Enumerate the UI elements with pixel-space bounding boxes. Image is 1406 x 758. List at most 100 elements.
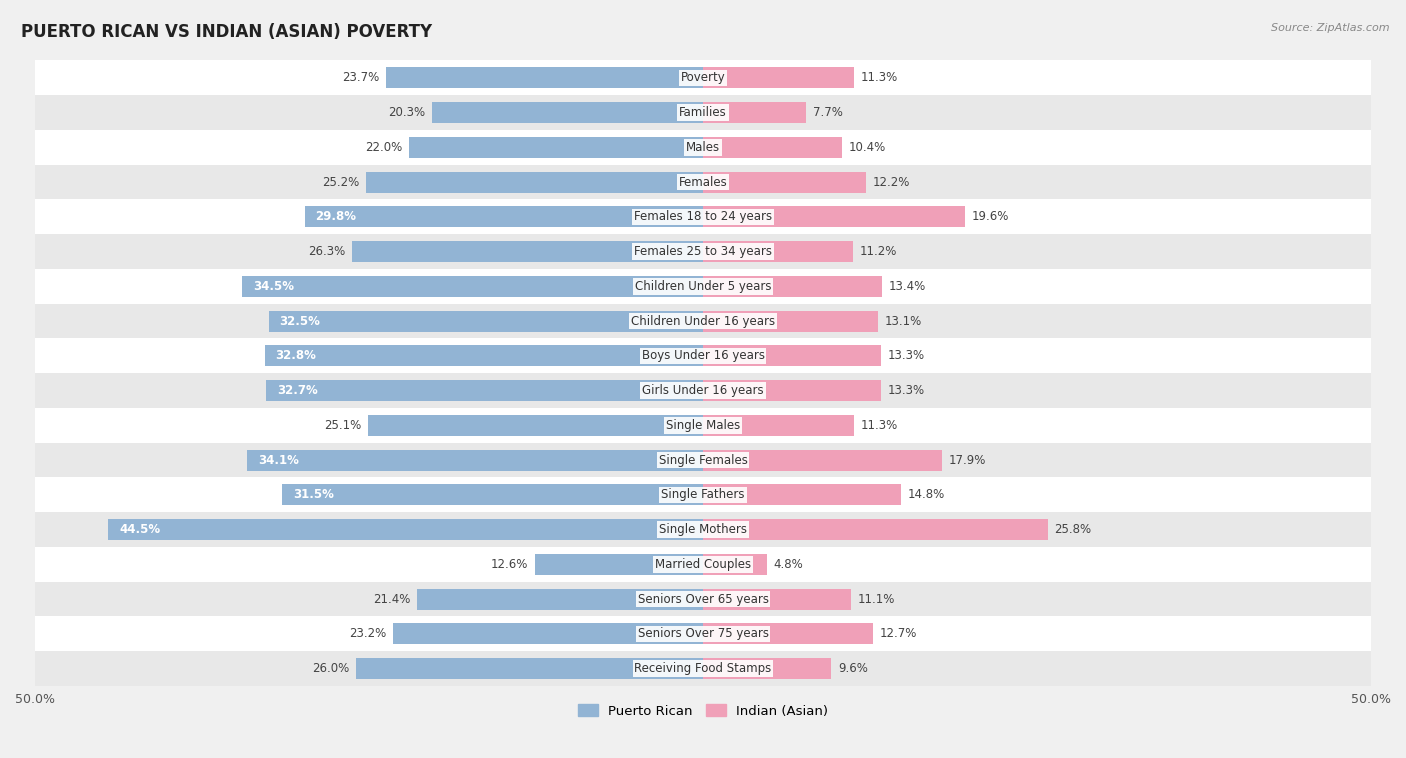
Text: Males: Males (686, 141, 720, 154)
Text: Boys Under 16 years: Boys Under 16 years (641, 349, 765, 362)
Text: 32.5%: 32.5% (280, 315, 321, 327)
Text: 11.3%: 11.3% (860, 71, 898, 84)
Bar (242, 276, 703, 297)
Bar (108, 519, 703, 540)
Bar (283, 484, 703, 506)
Text: 14.8%: 14.8% (907, 488, 945, 501)
Bar (35, 304, 1371, 339)
Bar (266, 381, 703, 401)
Legend: Puerto Rican, Indian (Asian): Puerto Rican, Indian (Asian) (572, 699, 834, 723)
Bar (35, 512, 1371, 547)
Text: Single Females: Single Females (658, 453, 748, 467)
Bar (703, 206, 965, 227)
Bar (418, 589, 703, 609)
Text: 26.3%: 26.3% (308, 245, 344, 258)
Bar (703, 519, 1047, 540)
Bar (703, 415, 853, 436)
Text: 13.3%: 13.3% (887, 384, 925, 397)
Bar (35, 408, 1371, 443)
Text: 44.5%: 44.5% (120, 523, 160, 536)
Bar (703, 346, 880, 366)
Bar (305, 206, 703, 227)
Text: 21.4%: 21.4% (373, 593, 411, 606)
Bar (35, 96, 1371, 130)
Bar (394, 623, 703, 644)
Text: Children Under 16 years: Children Under 16 years (631, 315, 775, 327)
Bar (35, 61, 1371, 96)
Text: Females: Females (679, 176, 727, 189)
Bar (35, 339, 1371, 373)
Text: 11.3%: 11.3% (860, 419, 898, 432)
Bar (703, 589, 851, 609)
Bar (35, 373, 1371, 408)
Bar (247, 449, 703, 471)
Text: 32.7%: 32.7% (277, 384, 318, 397)
Text: 25.8%: 25.8% (1054, 523, 1091, 536)
Text: 34.5%: 34.5% (253, 280, 294, 293)
Bar (35, 547, 1371, 581)
Bar (35, 269, 1371, 304)
Bar (703, 102, 806, 123)
Text: Single Fathers: Single Fathers (661, 488, 745, 501)
Text: Poverty: Poverty (681, 71, 725, 84)
Text: 12.7%: 12.7% (879, 628, 917, 641)
Text: 11.1%: 11.1% (858, 593, 896, 606)
Text: 12.2%: 12.2% (873, 176, 910, 189)
Bar (35, 478, 1371, 512)
Text: 32.8%: 32.8% (276, 349, 316, 362)
Bar (703, 67, 853, 88)
Bar (35, 581, 1371, 616)
Bar (703, 276, 882, 297)
Text: 7.7%: 7.7% (813, 106, 842, 119)
Text: 25.2%: 25.2% (322, 176, 360, 189)
Bar (35, 234, 1371, 269)
Text: 34.1%: 34.1% (259, 453, 299, 467)
Bar (367, 415, 703, 436)
Bar (703, 658, 831, 679)
Bar (35, 164, 1371, 199)
Bar (703, 311, 877, 331)
Text: Children Under 5 years: Children Under 5 years (634, 280, 772, 293)
Bar (356, 658, 703, 679)
Bar (703, 449, 942, 471)
Bar (367, 171, 703, 193)
Text: 22.0%: 22.0% (366, 141, 402, 154)
Text: Girls Under 16 years: Girls Under 16 years (643, 384, 763, 397)
Bar (35, 199, 1371, 234)
Text: 25.1%: 25.1% (323, 419, 361, 432)
Text: 11.2%: 11.2% (859, 245, 897, 258)
Text: 29.8%: 29.8% (315, 211, 357, 224)
Bar (703, 554, 768, 575)
Text: 31.5%: 31.5% (292, 488, 333, 501)
Text: 9.6%: 9.6% (838, 662, 868, 675)
Bar (264, 346, 703, 366)
Bar (432, 102, 703, 123)
Text: Source: ZipAtlas.com: Source: ZipAtlas.com (1271, 23, 1389, 33)
Text: Seniors Over 75 years: Seniors Over 75 years (637, 628, 769, 641)
Text: Married Couples: Married Couples (655, 558, 751, 571)
Text: PUERTO RICAN VS INDIAN (ASIAN) POVERTY: PUERTO RICAN VS INDIAN (ASIAN) POVERTY (21, 23, 432, 41)
Bar (269, 311, 703, 331)
Bar (35, 651, 1371, 686)
Bar (703, 171, 866, 193)
Text: Females 18 to 24 years: Females 18 to 24 years (634, 211, 772, 224)
Text: 10.4%: 10.4% (849, 141, 886, 154)
Text: 17.9%: 17.9% (949, 453, 986, 467)
Text: Seniors Over 65 years: Seniors Over 65 years (637, 593, 769, 606)
Bar (703, 381, 880, 401)
Bar (35, 616, 1371, 651)
Text: 12.6%: 12.6% (491, 558, 529, 571)
Bar (35, 443, 1371, 478)
Bar (387, 67, 703, 88)
Bar (703, 623, 873, 644)
Text: 13.3%: 13.3% (887, 349, 925, 362)
Bar (409, 137, 703, 158)
Text: Single Males: Single Males (666, 419, 740, 432)
Text: 13.4%: 13.4% (889, 280, 927, 293)
Text: 20.3%: 20.3% (388, 106, 425, 119)
Bar (534, 554, 703, 575)
Text: Families: Families (679, 106, 727, 119)
Bar (703, 484, 901, 506)
Text: 13.1%: 13.1% (884, 315, 922, 327)
Text: 19.6%: 19.6% (972, 211, 1010, 224)
